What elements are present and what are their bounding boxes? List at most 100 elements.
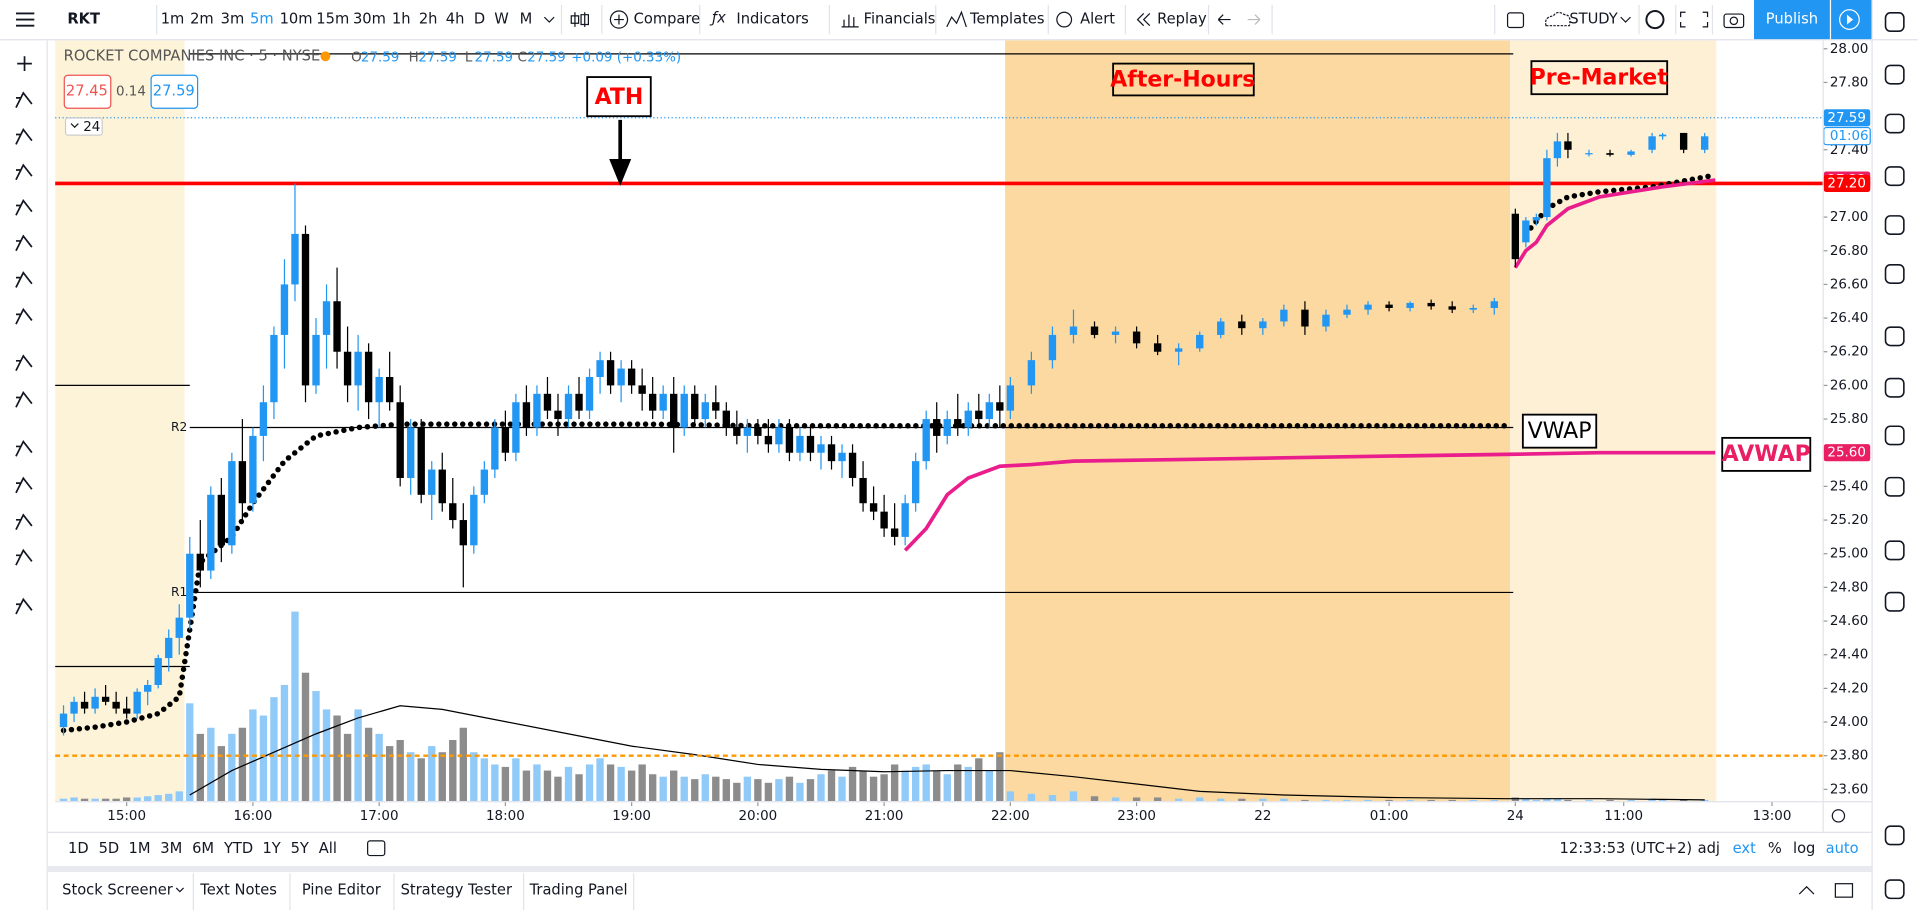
sidebar-button[interactable] — [1884, 825, 1905, 846]
sidebar-button[interactable] — [1884, 166, 1905, 187]
candle-body — [806, 435, 815, 453]
volume-bar — [922, 764, 930, 802]
compare-icon[interactable] — [609, 10, 629, 29]
interval-button[interactable]: 10m — [280, 11, 313, 28]
sidebar-button[interactable] — [1884, 326, 1905, 347]
bid-box[interactable] — [63, 74, 112, 109]
volume-bar — [775, 779, 783, 802]
range-button[interactable]: 1Y — [262, 840, 280, 857]
drawing-tool[interactable] — [15, 163, 33, 181]
sidebar-button[interactable] — [1884, 540, 1905, 561]
layout-button[interactable] — [1506, 12, 1525, 29]
drawing-tool[interactable] — [15, 271, 33, 288]
financials-button[interactable]: Financials — [864, 11, 936, 28]
sidebar-button[interactable] — [1884, 377, 1905, 398]
stream-button[interactable] — [1839, 9, 1860, 30]
drawing-tool[interactable] — [15, 597, 33, 615]
range-button[interactable]: 6M — [192, 840, 214, 857]
sidebar-button[interactable] — [1884, 64, 1905, 85]
range-button[interactable]: All — [319, 840, 337, 857]
scale-option[interactable]: % — [1768, 840, 1782, 857]
drawing-tool[interactable] — [15, 439, 33, 457]
axis-settings[interactable] — [1831, 809, 1846, 823]
scale-option[interactable]: adj — [1698, 840, 1720, 857]
interval-button[interactable]: 2m — [190, 11, 214, 28]
sidebar-button[interactable] — [1884, 12, 1905, 32]
range-button[interactable]: 5Y — [291, 840, 309, 857]
interval-button[interactable]: 3m — [221, 11, 245, 28]
interval-button[interactable]: 15m — [316, 11, 349, 28]
interval-button[interactable]: 2h — [419, 11, 438, 28]
tab[interactable]: Text Notes — [199, 881, 277, 898]
sidebar-button[interactable] — [1884, 113, 1905, 134]
undo-button[interactable] — [1217, 14, 1231, 25]
drawing-tool[interactable] — [15, 391, 33, 408]
drawing-tool[interactable] — [15, 234, 33, 252]
sidebar-button[interactable] — [1884, 264, 1905, 284]
interval-button[interactable]: W — [494, 11, 509, 28]
menu-icon[interactable] — [15, 12, 35, 27]
publish-button[interactable]: Publish — [1766, 11, 1818, 28]
snapshot-button[interactable] — [1723, 13, 1745, 29]
sidebar-button[interactable] — [1884, 425, 1905, 446]
tab[interactable]: Trading Panel — [529, 881, 628, 898]
interval-button[interactable]: 4h — [446, 11, 465, 28]
collapse-button[interactable] — [1798, 885, 1815, 895]
sidebar-button[interactable] — [1884, 591, 1905, 612]
ask-box[interactable] — [150, 74, 199, 109]
interval-button[interactable]: 5m — [250, 11, 274, 28]
sidebar-button[interactable] — [1884, 476, 1905, 497]
symbol[interactable]: RKT — [67, 11, 100, 28]
publish-background[interactable] — [1754, 0, 1830, 40]
candle-body — [1385, 304, 1393, 308]
interval-button[interactable]: M — [520, 11, 533, 28]
study-button[interactable]: STUDY — [1569, 11, 1617, 28]
study-icon — [1545, 11, 1571, 27]
scale-option[interactable]: ext — [1733, 840, 1756, 857]
sidebar-button[interactable] — [1884, 879, 1905, 900]
drawing-tool[interactable] — [17, 56, 32, 71]
compare-button[interactable]: Compare — [634, 11, 700, 28]
scale-option[interactable]: log — [1793, 840, 1815, 857]
interval-dropdown[interactable] — [543, 16, 555, 23]
sidebar-button[interactable] — [1884, 215, 1905, 236]
drawing-tool[interactable] — [15, 548, 33, 566]
study-dropdown[interactable] — [1620, 16, 1631, 23]
redo-button[interactable] — [1247, 14, 1261, 25]
drawing-tool[interactable] — [15, 354, 33, 371]
tab[interactable]: Strategy Tester — [401, 881, 513, 898]
fullscreen-button[interactable] — [1680, 11, 1709, 28]
drawing-tool[interactable] — [15, 91, 33, 109]
range-button[interactable]: 1M — [129, 840, 151, 857]
maximize-button[interactable] — [1834, 883, 1854, 898]
range-button[interactable]: 5D — [99, 840, 120, 857]
range-button[interactable]: 3M — [160, 840, 182, 857]
tab[interactable]: Stock Screener — [62, 881, 174, 898]
legend-ohlc: O 27.59 H 27.59 L 27.59 C 27.59 — [351, 50, 566, 65]
alert-button[interactable]: Alert — [1080, 11, 1115, 28]
settings-button[interactable] — [1645, 10, 1665, 30]
drawing-tool[interactable] — [15, 513, 33, 530]
goto-date-button[interactable] — [367, 840, 386, 857]
scale-option[interactable]: auto — [1826, 840, 1859, 857]
templates-button[interactable]: Templates — [969, 11, 1045, 28]
chart-type-icon[interactable] — [570, 12, 590, 27]
drawing-tool[interactable] — [15, 128, 33, 145]
tab[interactable]: Pine Editor — [302, 881, 382, 898]
replay-button[interactable]: Replay — [1157, 11, 1207, 28]
volume-bar — [196, 733, 204, 802]
volume-bar — [228, 733, 236, 802]
interval-button[interactable]: 1h — [392, 11, 411, 28]
volume-bar — [554, 776, 562, 802]
tab-dropdown[interactable] — [175, 887, 184, 893]
drawing-tool[interactable] — [15, 198, 33, 216]
indicators-button[interactable]: Indicators — [736, 11, 808, 28]
drawing-tool[interactable] — [15, 307, 33, 325]
indicator-toggle[interactable] — [64, 117, 103, 136]
interval-button[interactable]: D — [474, 11, 485, 28]
interval-button[interactable]: 1m — [161, 11, 185, 28]
drawing-tool[interactable] — [15, 476, 33, 494]
range-button[interactable]: 1D — [68, 840, 89, 857]
range-button[interactable]: YTD — [223, 840, 253, 857]
interval-button[interactable]: 30m — [353, 11, 386, 28]
